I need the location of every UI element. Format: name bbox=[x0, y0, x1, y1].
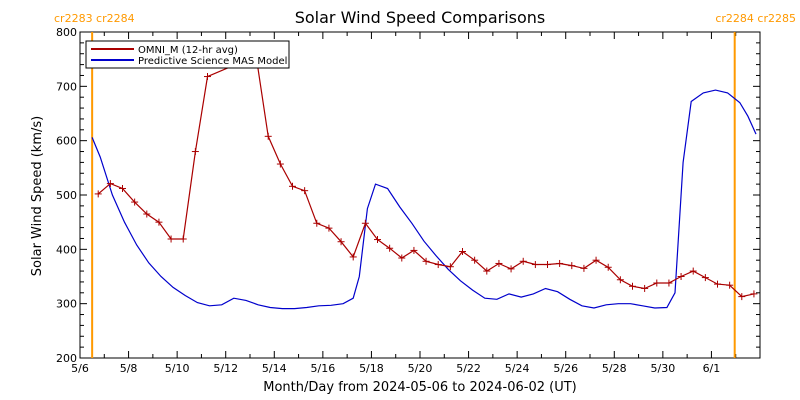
omni-data-point bbox=[580, 264, 588, 272]
omni-data-point bbox=[179, 235, 187, 243]
omni-data-point bbox=[386, 244, 394, 252]
legend-label: Predictive Science MAS Model bbox=[138, 56, 287, 67]
omni-data-point bbox=[483, 267, 491, 275]
x-axis-ticks: 5/6 5/8 5/10 5/12 5/14 5/16 5/18 5/20 5/22 5/24 5/… bbox=[71, 32, 761, 375]
omni-data-point bbox=[689, 267, 697, 275]
omni-data-point bbox=[714, 280, 721, 288]
omni-data-point bbox=[325, 224, 333, 232]
x-tick-label: 5/16 bbox=[311, 362, 336, 375]
omni-data-point bbox=[264, 132, 272, 140]
x-tick-label: 5/26 bbox=[553, 362, 578, 375]
omni-data-point bbox=[701, 274, 709, 282]
x-tick-label: 5/30 bbox=[651, 362, 676, 375]
y-axis-ticks: 200 300 400 500 600 700 800 bbox=[56, 26, 760, 365]
chart-legend: OMNI_M (12-hr avg)Predictive Science MAS… bbox=[85, 40, 290, 69]
omni-data-point bbox=[519, 257, 527, 265]
omni-data-point bbox=[106, 180, 114, 188]
omni-data-point bbox=[446, 263, 454, 271]
x-tick-label: 5/28 bbox=[602, 362, 627, 375]
omni-data-point bbox=[544, 261, 551, 269]
x-tick-label: 5/8 bbox=[120, 362, 138, 375]
y-tick-label: 400 bbox=[56, 243, 77, 256]
x-tick-label: 5/12 bbox=[213, 362, 238, 375]
omni-data-point bbox=[507, 265, 515, 273]
y-tick-label: 600 bbox=[56, 135, 77, 148]
y-tick-label: 300 bbox=[56, 298, 77, 311]
x-tick-label: 6/1 bbox=[703, 362, 721, 375]
mas-model-series-line bbox=[91, 89, 757, 310]
omni-series-line bbox=[97, 55, 755, 298]
omni-data-point bbox=[301, 187, 309, 195]
omni-data-point bbox=[726, 281, 734, 289]
omni-data-point bbox=[592, 256, 600, 264]
omni-data-point bbox=[459, 248, 466, 256]
omni-data-point bbox=[374, 236, 381, 244]
omni-data-point bbox=[568, 262, 576, 270]
omni-data-point bbox=[361, 219, 369, 227]
omni-data-point bbox=[337, 238, 345, 246]
axes bbox=[79, 31, 761, 359]
y-tick-label: 800 bbox=[56, 26, 77, 39]
omni-data-point bbox=[495, 259, 503, 267]
y-tick-label: 500 bbox=[56, 189, 77, 202]
omni-data-point bbox=[604, 263, 612, 271]
omni-data-point bbox=[531, 261, 539, 269]
omni-data-point bbox=[119, 184, 126, 192]
legend-label: OMNI_M (12-hr avg) bbox=[138, 45, 238, 56]
x-tick-label: 5/20 bbox=[408, 362, 433, 375]
omni-data-point bbox=[167, 235, 175, 243]
omni-data-point bbox=[410, 246, 418, 254]
omni-data-point bbox=[131, 198, 139, 206]
omni-data-point bbox=[677, 273, 685, 280]
omni-data-point bbox=[616, 276, 624, 284]
x-tick-label: 5/18 bbox=[359, 362, 384, 375]
omni-data-point bbox=[653, 279, 661, 287]
carrington-rotation-lines bbox=[91, 32, 736, 358]
x-tick-label: 5/6 bbox=[71, 362, 89, 375]
omni-data-point bbox=[191, 148, 199, 156]
omni-data-point bbox=[398, 254, 406, 262]
omni-data-point bbox=[143, 210, 151, 218]
legend-box bbox=[85, 40, 290, 69]
omni-data-point bbox=[155, 218, 163, 226]
x-tick-label: 5/14 bbox=[262, 362, 287, 375]
omni-data-point bbox=[313, 219, 321, 227]
plot-frame bbox=[79, 31, 761, 359]
y-axis-title: Solar Wind Speed (km/s) bbox=[30, 116, 45, 276]
carrington-label: cr2284 cr2285 bbox=[715, 12, 796, 25]
omni-data-point bbox=[276, 160, 284, 168]
omni-data-point bbox=[434, 261, 442, 269]
x-tick-label: 5/24 bbox=[505, 362, 530, 375]
omni-data-point bbox=[204, 73, 211, 81]
omni-data-point bbox=[629, 282, 636, 290]
omni-data-point bbox=[641, 284, 649, 292]
omni-data-point bbox=[665, 279, 673, 287]
omni-data-point bbox=[471, 256, 479, 264]
omni-data-point bbox=[289, 182, 296, 190]
x-tick-label: 5/10 bbox=[165, 362, 190, 375]
data-series bbox=[91, 52, 758, 310]
omni-data-point bbox=[94, 190, 102, 198]
y-tick-label: 700 bbox=[56, 80, 77, 93]
carrington-label: cr2283 cr2284 bbox=[54, 12, 135, 25]
omni-data-point bbox=[750, 290, 758, 298]
omni-data-point bbox=[556, 259, 564, 267]
omni-data-point bbox=[349, 253, 357, 261]
omni-data-point bbox=[738, 293, 746, 301]
omni-data-point bbox=[422, 257, 430, 265]
carrington-rotation-labels: cr2283 cr2284 cr2284 cr2285 bbox=[54, 12, 796, 25]
chart-title: Solar Wind Speed Comparisons bbox=[295, 8, 546, 27]
y-tick-label: 200 bbox=[56, 352, 77, 365]
x-axis-title: Month/Day from 2024-05-06 to 2024-06-02 … bbox=[263, 380, 576, 395]
x-tick-label: 5/22 bbox=[456, 362, 481, 375]
